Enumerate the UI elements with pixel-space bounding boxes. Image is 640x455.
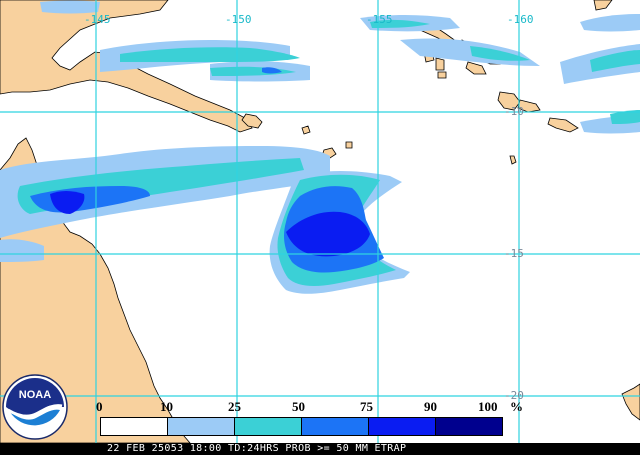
legend-swatch-90-100: [436, 418, 502, 435]
noaa-logo-icon: NOAA: [2, 374, 68, 440]
legend-swatch-25-50: [235, 418, 302, 435]
longitude-label-150: -150: [225, 13, 252, 26]
legend-tick-0: 0: [96, 399, 103, 414]
latitude-label-15: -15: [504, 247, 524, 260]
land-island-8: [435, 57, 445, 71]
probability-bands: [0, 0, 640, 294]
logo-text: NOAA: [19, 389, 51, 401]
land-island-4: [345, 141, 353, 149]
legend-tick-10: 10: [160, 399, 173, 414]
legend-swatch-50-75: [302, 418, 369, 435]
longitude-label-145: -145: [84, 13, 111, 26]
land-island-11: [497, 91, 521, 111]
legend-tick-90: 90: [424, 399, 437, 414]
graticule: [0, 0, 640, 443]
land-island-9: [437, 71, 447, 79]
land-island-16: [621, 383, 640, 421]
legend-unit: %: [510, 399, 523, 414]
legend-tick-100: 100: [478, 399, 498, 414]
latitude-label-20: -20: [504, 389, 524, 402]
band-75-90: [50, 191, 370, 257]
longitude-label-155: -155: [366, 13, 393, 26]
legend-tick-50: 50: [292, 399, 305, 414]
land-island-12: [517, 99, 541, 113]
land-island-15: [509, 155, 517, 165]
longitude-label-160: -160: [507, 13, 534, 26]
legend-color-bar: [100, 417, 503, 436]
land-island-10: [465, 61, 487, 75]
land-island-13: [547, 117, 579, 133]
footer-caption: 22 FEB 25053 18:00 TD:24HRS PROB >= 50 M…: [107, 443, 407, 454]
legend-tick-75: 75: [360, 399, 373, 414]
legend-tick-25: 25: [228, 399, 241, 414]
footer-bar: 22 FEB 25053 18:00 TD:24HRS PROB >= 50 M…: [0, 443, 640, 455]
legend-swatch-10-25: [168, 418, 235, 435]
land-island-1: [241, 113, 263, 129]
legend-swatch-75-90: [369, 418, 436, 435]
land-island-14: [593, 0, 613, 11]
land-island-3: [301, 125, 311, 135]
legend-swatch-0-10: [101, 418, 168, 435]
latitude-label-10: -10: [504, 105, 524, 118]
